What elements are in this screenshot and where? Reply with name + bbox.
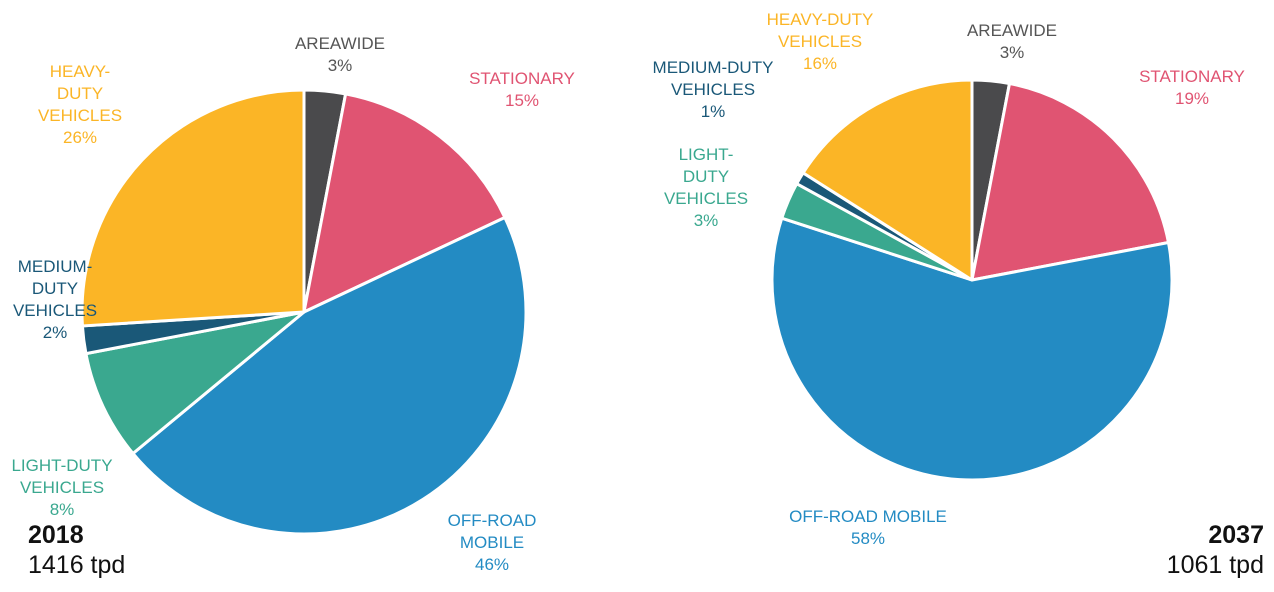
slice-label: HEAVY-DUTY VEHICLES 16%	[740, 9, 900, 75]
category-name: LIGHT-DUTY VEHICLES	[11, 456, 113, 497]
value-label: 1%	[700, 102, 726, 121]
value-label: 3%	[999, 43, 1025, 62]
slice-label: OFF-ROAD MOBILE 58%	[743, 506, 993, 550]
chart-title: 2018	[28, 521, 84, 549]
value-label: 46%	[474, 555, 510, 574]
value-label: 26%	[62, 128, 98, 147]
category-name: HEAVY-DUTY VEHICLES	[766, 10, 874, 51]
category-name: MEDIUM-DUTY VEHICLES	[652, 58, 774, 99]
category-name: STATIONARY	[469, 69, 575, 88]
slice-label: LIGHT-DUTY VEHICLES 3%	[659, 144, 754, 232]
value-label: 15%	[504, 91, 540, 110]
category-name: AREAWIDE	[294, 34, 386, 53]
pie-slice	[770, 216, 1174, 482]
chart-title: 2037	[1208, 521, 1264, 549]
slice-label: STATIONARY 15%	[442, 68, 602, 112]
slice-label: AREAWIDE 3%	[942, 20, 1082, 64]
category-name: OFF-ROAD MOBILE	[447, 511, 537, 552]
value-label: 2%	[42, 323, 68, 342]
pie-slice	[131, 215, 528, 536]
slice-label: MEDIUM-DUTY VEHICLES 1%	[628, 57, 798, 123]
pie-slice	[801, 78, 974, 282]
slice-label: MEDIUM-DUTY VEHICLES 2%	[8, 256, 103, 344]
category-name: LIGHT-DUTY VEHICLES	[663, 145, 749, 208]
chart-heading: 2037 1061 tpd	[1167, 520, 1264, 580]
category-name: OFF-ROAD MOBILE	[789, 507, 947, 526]
chart-heading: 2018 1416 tpd	[28, 520, 125, 580]
chart-subtitle: 1416 tpd	[28, 551, 126, 579]
value-label: 58%	[850, 529, 886, 548]
pie-slice	[84, 310, 306, 456]
pie-slice	[970, 82, 1170, 282]
category-name: STATIONARY	[1139, 67, 1245, 86]
pie-slice	[302, 92, 507, 314]
category-name: AREAWIDE	[966, 21, 1058, 40]
slice-label: OFF-ROAD MOBILE 46%	[437, 510, 547, 576]
slice-label: LIGHT-DUTY VEHICLES 8%	[2, 455, 122, 521]
slice-label: HEAVY-DUTY VEHICLES 26%	[33, 61, 128, 149]
value-label: 3%	[327, 56, 353, 75]
value-label: 19%	[1174, 89, 1210, 108]
slice-label: AREAWIDE 3%	[270, 33, 410, 77]
chart-subtitle: 1061 tpd	[1166, 551, 1264, 579]
value-label: 3%	[693, 211, 719, 230]
value-label: 8%	[49, 500, 75, 519]
category-name: HEAVY-DUTY VEHICLES	[37, 62, 123, 125]
slice-label: STATIONARY 19%	[1112, 66, 1272, 110]
category-name: MEDIUM-DUTY VEHICLES	[12, 257, 98, 320]
pie-slice	[80, 88, 306, 328]
value-label: 16%	[802, 54, 838, 73]
